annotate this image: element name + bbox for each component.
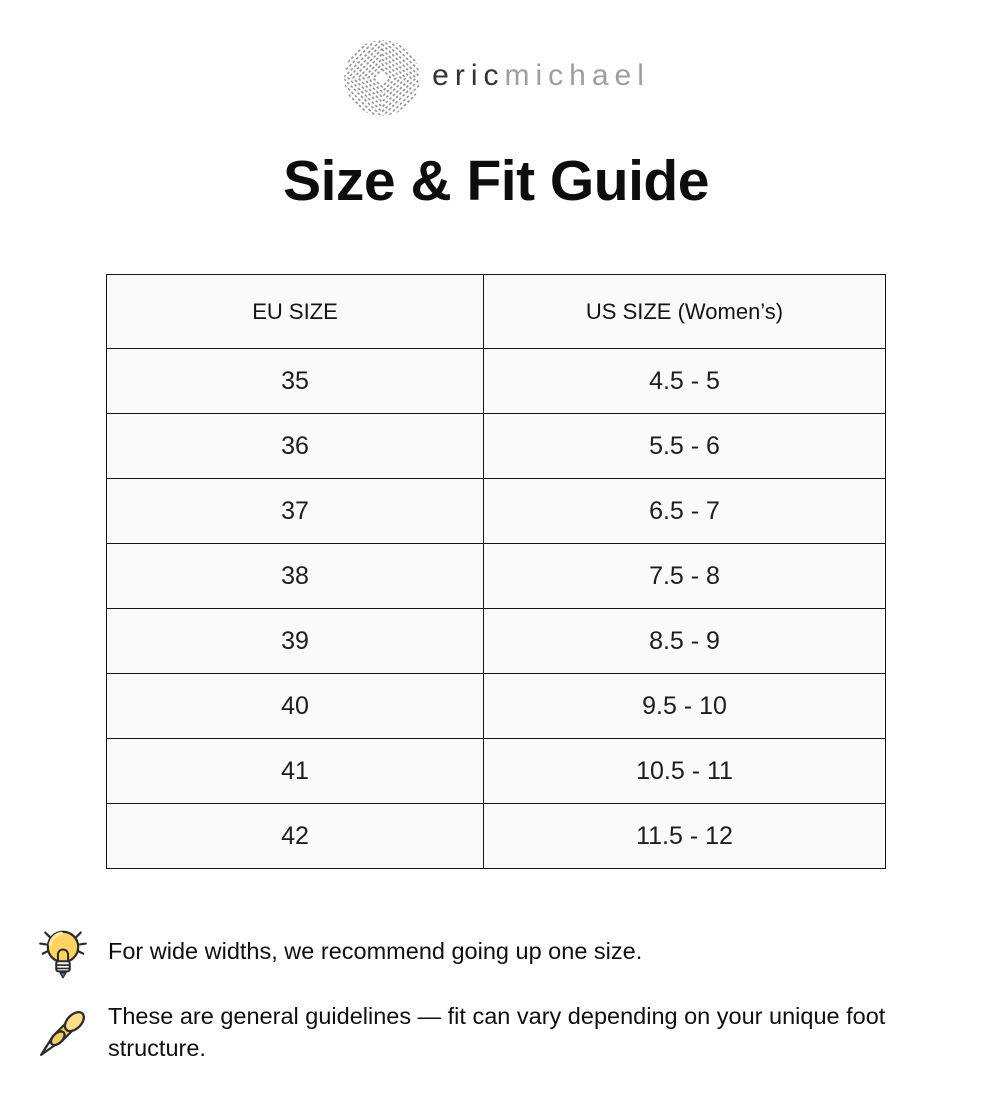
- table-header-row: EU SIZE US SIZE (Women’s): [105, 274, 886, 349]
- brand-name-primary: eric: [432, 59, 505, 92]
- note-text: These are general guidelines — fit can v…: [108, 1003, 886, 1061]
- brand-name-secondary: michael: [504, 59, 650, 92]
- column-header-us-size: US SIZE (Women’s): [483, 274, 886, 349]
- us-size-cell: 10.5 - 11: [483, 738, 886, 804]
- lightbulb-icon: [34, 921, 92, 983]
- eu-size-cell: 37: [105, 478, 485, 544]
- us-size-cell: 6.5 - 7: [483, 478, 886, 544]
- us-size-cell: 11.5 - 12: [483, 803, 886, 869]
- note-wide-widths: For wide widths, we recommend going up o…: [34, 921, 992, 983]
- table-row: 35 4.5 - 5: [105, 348, 886, 414]
- eu-size-cell: 38: [105, 543, 485, 609]
- eu-size-cell: 39: [105, 608, 485, 674]
- table-row: 36 5.5 - 6: [105, 413, 886, 479]
- eu-size-cell: 40: [105, 673, 485, 739]
- us-size-cell: 9.5 - 10: [483, 673, 886, 739]
- brand-name: ericmichael: [432, 59, 650, 97]
- note-general-guidelines: These are general guidelines — fit can v…: [34, 1001, 992, 1064]
- table-row: 41 10.5 - 11: [105, 738, 886, 804]
- us-size-cell: 5.5 - 6: [483, 413, 886, 479]
- table-row: 40 9.5 - 10: [105, 673, 886, 739]
- brand-logo: ericmichael: [0, 0, 992, 118]
- size-conversion-table: EU SIZE US SIZE (Women’s) 35 4.5 - 5 36 …: [105, 274, 886, 869]
- table-row: 37 6.5 - 7: [105, 478, 886, 544]
- table-row: 38 7.5 - 8: [105, 543, 886, 609]
- pushpin-icon: [34, 1005, 92, 1061]
- column-header-eu-size: EU SIZE: [105, 274, 485, 349]
- eu-size-cell: 36: [105, 413, 485, 479]
- brand-diamond-icon: [342, 38, 422, 118]
- us-size-cell: 8.5 - 9: [483, 608, 886, 674]
- eu-size-cell: 41: [105, 738, 485, 804]
- table-row: 42 11.5 - 12: [105, 803, 886, 869]
- eu-size-cell: 42: [105, 803, 485, 869]
- eu-size-cell: 35: [105, 348, 485, 414]
- table-row: 39 8.5 - 9: [105, 608, 886, 674]
- fit-notes: For wide widths, we recommend going up o…: [34, 921, 992, 1064]
- us-size-cell: 7.5 - 8: [483, 543, 886, 609]
- page-title: Size & Fit Guide: [283, 149, 709, 213]
- note-text: For wide widths, we recommend going up o…: [108, 938, 643, 965]
- us-size-cell: 4.5 - 5: [483, 348, 886, 414]
